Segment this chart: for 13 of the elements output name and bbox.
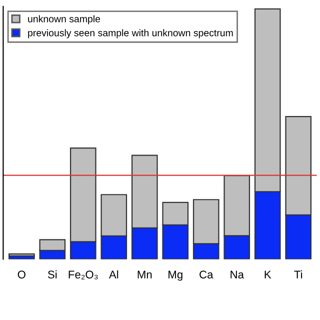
x-tick-label: Mg	[168, 270, 182, 281]
x-tick-label: O	[18, 270, 26, 278]
x-tick-label: Na	[230, 270, 244, 278]
x-tick-label: Fe₂O₃	[68, 270, 98, 280]
legend-label: previously seen sample with unknown spectrum	[28, 29, 233, 38]
x-tick-label: Mn	[138, 270, 152, 278]
x-tick-label: Al	[108, 270, 118, 278]
x-tick-label: Ti	[294, 270, 302, 278]
x-tick-label: Si	[48, 270, 57, 278]
legend-label: unknown sample	[28, 15, 100, 24]
x-tick-label: Ca	[200, 270, 214, 278]
x-tick-label: K	[264, 270, 272, 278]
bar	[8, 253, 35, 256]
